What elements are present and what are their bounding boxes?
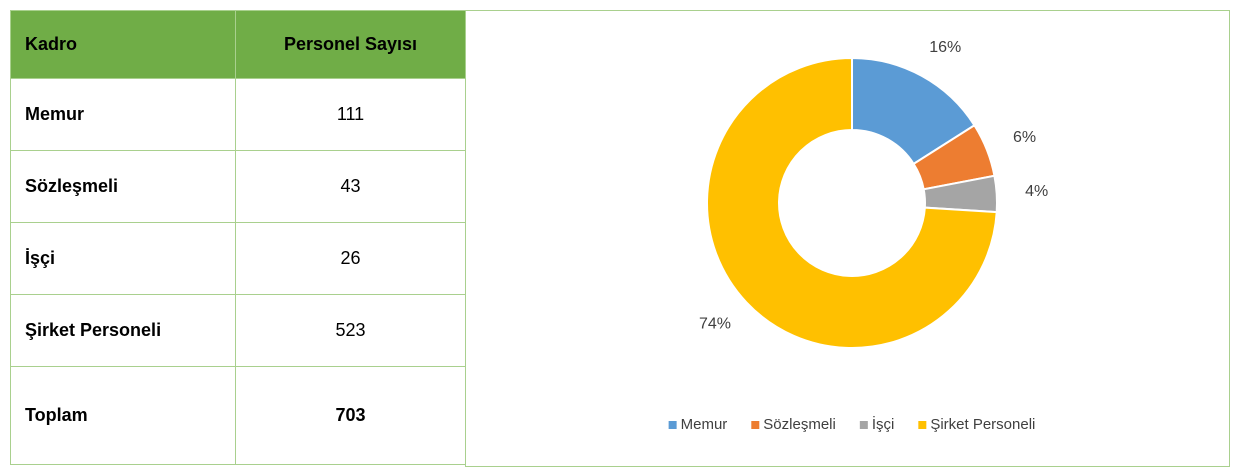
- chart: 16% 6% 4% 74% Memur Sözleşmeli İşçi Şirket Pers…: [465, 10, 1230, 467]
- table-row: Sözleşmeli 43: [10, 150, 466, 223]
- legend-marker: [918, 421, 927, 429]
- legend-label: Memur: [681, 416, 728, 433]
- legend-label: Sözleşmeli: [763, 416, 836, 433]
- table-cell: 43: [235, 150, 466, 223]
- legend-marker: [668, 421, 677, 429]
- table-row: Kadro Personel Sayısı: [10, 10, 466, 79]
- table-cell: Kadro: [10, 10, 236, 79]
- table-row: Memur 111: [10, 78, 466, 151]
- legend-marker: [751, 421, 760, 429]
- table-cell: İşçi: [10, 222, 236, 295]
- table-cell: Şirket Personeli: [10, 294, 236, 367]
- doughnut-slice: [706, 56, 998, 349]
- data-label: 74%: [699, 315, 731, 332]
- legend-label: Şirket Personeli: [930, 416, 1035, 433]
- data-label: 16%: [929, 39, 961, 56]
- table-cell: 26: [235, 222, 466, 295]
- table-row: Toplam 703: [10, 366, 466, 465]
- table-row: İşçi 26: [10, 222, 466, 295]
- data-label: 6%: [1013, 129, 1036, 146]
- legend-marker: [859, 421, 868, 429]
- staff-table: Kadro Personel Sayısı Memur 111 Sözleşmeli 43…: [10, 10, 466, 465]
- legend-label: İşçi: [872, 415, 895, 433]
- table-cell: 111: [235, 78, 466, 151]
- table-cell: Memur: [10, 78, 236, 151]
- data-label: 4%: [1025, 183, 1048, 200]
- table-row: Şirket Personeli 523: [10, 294, 466, 367]
- table-cell: Sözleşmeli: [10, 150, 236, 223]
- table-cell: 703: [235, 366, 466, 465]
- table-cell: 523: [235, 294, 466, 367]
- table-cell: Toplam: [10, 366, 236, 465]
- table-cell: Personel Sayısı: [235, 10, 466, 79]
